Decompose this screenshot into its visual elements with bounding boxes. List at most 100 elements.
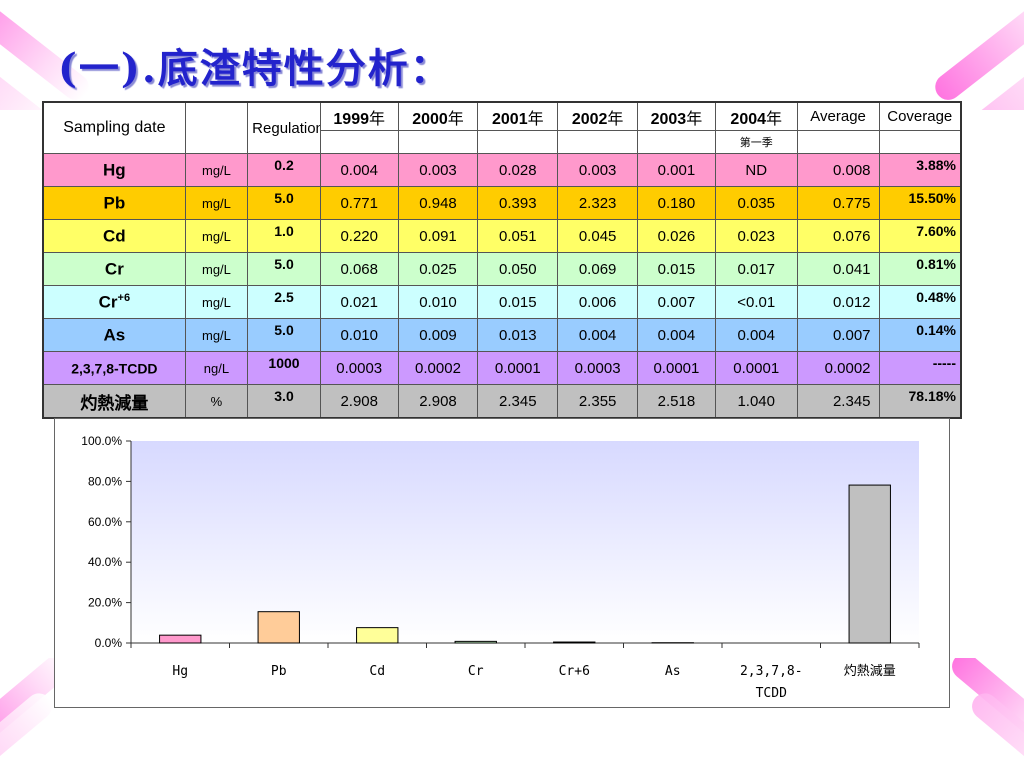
value-cell: 0.393 (477, 186, 559, 220)
unit-cell: mg/L (184, 252, 249, 286)
value-cell: 0.004 (557, 318, 639, 352)
header-row: Sampling date Regulation 1999年 2000年 200… (42, 101, 962, 154)
coverage-header: Coverage (878, 101, 962, 131)
x-tick-label: Cd (369, 664, 385, 679)
value-cell: 0.017 (714, 252, 798, 286)
average-cell: 0.007 (796, 318, 880, 352)
value-cell: 0.0002 (397, 351, 479, 385)
average-cell: 0.012 (796, 285, 880, 319)
value-cell: 0.771 (319, 186, 399, 220)
y-tick-label: 100.0% (81, 434, 122, 448)
unit-header (184, 101, 249, 154)
table-row: Cd mg/L 1.0 0.220 0.091 0.051 0.045 0.026 0.023 0… (42, 219, 962, 253)
regulation-cell: 5.0 (247, 186, 321, 220)
y-tick-label: 40.0% (88, 555, 122, 569)
value-cell: 0.069 (557, 252, 639, 286)
value-cell: 0.091 (397, 219, 479, 253)
plot-area (131, 441, 919, 643)
slide-title: (一).底渣特性分析： (58, 45, 452, 92)
value-cell: 0.004 (637, 318, 716, 352)
value-cell: 0.004 (714, 318, 798, 352)
regulation-cell: 5.0 (247, 252, 321, 286)
year-header-2004: 2004年 (714, 101, 798, 131)
value-cell: ND (714, 153, 798, 187)
table-row: 灼熱減量% 3.0 2.908 2.908 2.345 2.355 2.518 1.040 2.… (42, 384, 962, 419)
value-cell: 2.345 (477, 384, 559, 419)
table-row: As mg/L 5.0 0.010 0.009 0.013 0.004 0.004 0.004 0… (42, 318, 962, 352)
value-cell: 0.026 (637, 219, 716, 253)
regulation-header: Regulation (247, 101, 321, 154)
regulation-cell: 3.0 (247, 384, 321, 419)
value-cell: 0.007 (637, 285, 716, 319)
y-tick-label: 60.0% (88, 515, 122, 529)
average-cell: 2.345 (796, 384, 880, 419)
value-cell: 0.0001 (477, 351, 559, 385)
bar (848, 484, 891, 644)
pollutant-name: 灼熱減量 (42, 384, 186, 419)
coverage-cell: 7.60% (878, 219, 962, 253)
value-cell: 0.0003 (319, 351, 399, 385)
value-cell: 0.0003 (557, 351, 639, 385)
table-row: Cr mg/L 5.0 0.068 0.025 0.050 0.069 0.015 0.017 0… (42, 252, 962, 286)
unit-cell: mg/L (184, 285, 249, 319)
year-header-2002: 2002年 (557, 101, 639, 131)
coverage-cell: 0.48% (878, 285, 962, 319)
analysis-table: Sampling date Regulation 1999年 2000年 200… (42, 101, 962, 419)
year-header-2001: 2001年 (477, 101, 559, 131)
value-cell: 2.908 (397, 384, 479, 419)
unit-cell: % (184, 384, 249, 419)
coverage-cell: 15.50% (878, 186, 962, 220)
bar (159, 634, 202, 644)
value-cell: 0.004 (319, 153, 399, 187)
value-cell: 0.050 (477, 252, 559, 286)
value-cell: 2.518 (637, 384, 716, 419)
average-cell: 0.0002 (796, 351, 880, 385)
value-cell: 0.023 (714, 219, 798, 253)
year-header-2000: 2000年 (397, 101, 479, 131)
regulation-cell: 1.0 (247, 219, 321, 253)
value-cell: 1.040 (714, 384, 798, 419)
pollutant-name: 2,3,7,8-TCDD (42, 351, 186, 385)
value-cell: 0.010 (397, 285, 479, 319)
y-tick-label: 0.0% (95, 636, 123, 650)
table-row: Hg mg/L 0.2 0.004 0.003 0.028 0.003 0.001 ND 0.00… (42, 153, 962, 187)
value-cell: 0.015 (477, 285, 559, 319)
value-cell: 0.010 (319, 318, 399, 352)
corner-decoration-top-right (884, 0, 1024, 110)
value-cell: 0.068 (319, 252, 399, 286)
table-row: Pb mg/L 5.0 0.771 0.948 0.393 2.323 0.180 0.035 0… (42, 186, 962, 220)
pollutant-name: Pb (42, 186, 186, 220)
quarter-note: 第一季 (714, 130, 798, 154)
pollutant-name: Cr+6 (42, 285, 186, 319)
year-header-1999: 1999年 (319, 101, 399, 131)
table-row: Cr+6 mg/L 2.5 0.021 0.010 0.015 0.006 0.007 <0.0… (42, 285, 962, 319)
bar (257, 611, 300, 644)
coverage-cell: ----- (878, 351, 962, 385)
x-tick-label: Cr (468, 664, 484, 679)
value-cell: 0.003 (397, 153, 479, 187)
x-tick-label: 2,3,7,8-TCDD (740, 664, 803, 701)
year-header-2003: 2003年 (637, 101, 716, 131)
coverage-cell: 0.81% (878, 252, 962, 286)
value-cell: 0.021 (319, 285, 399, 319)
coverage-bar-chart-svg: 100.0% 80.0% 60.0% 40.0% 20.0% 0.0% Hg Pb Cd Cr Cr… (81, 434, 920, 701)
coverage-cell: 78.18% (878, 384, 962, 419)
value-cell: 0.006 (557, 285, 639, 319)
x-tick-label: Hg (172, 664, 188, 679)
x-tick-label: 灼熱減量 (844, 663, 896, 679)
x-tick-label: Cr+6 (559, 664, 590, 679)
value-cell: 0.035 (714, 186, 798, 220)
y-tick-label: 20.0% (88, 596, 122, 610)
value-cell: 0.051 (477, 219, 559, 253)
value-cell: 0.180 (637, 186, 716, 220)
unit-cell: mg/L (184, 318, 249, 352)
pollutant-name: Hg (42, 153, 186, 187)
average-cell: 0.775 (796, 186, 880, 220)
sampling-date-header: Sampling date (42, 101, 186, 154)
value-cell: 0.045 (557, 219, 639, 253)
value-cell: 2.323 (557, 186, 639, 220)
bar (553, 641, 596, 644)
bar (454, 640, 497, 644)
average-cell: 0.008 (796, 153, 880, 187)
unit-cell: mg/L (184, 219, 249, 253)
